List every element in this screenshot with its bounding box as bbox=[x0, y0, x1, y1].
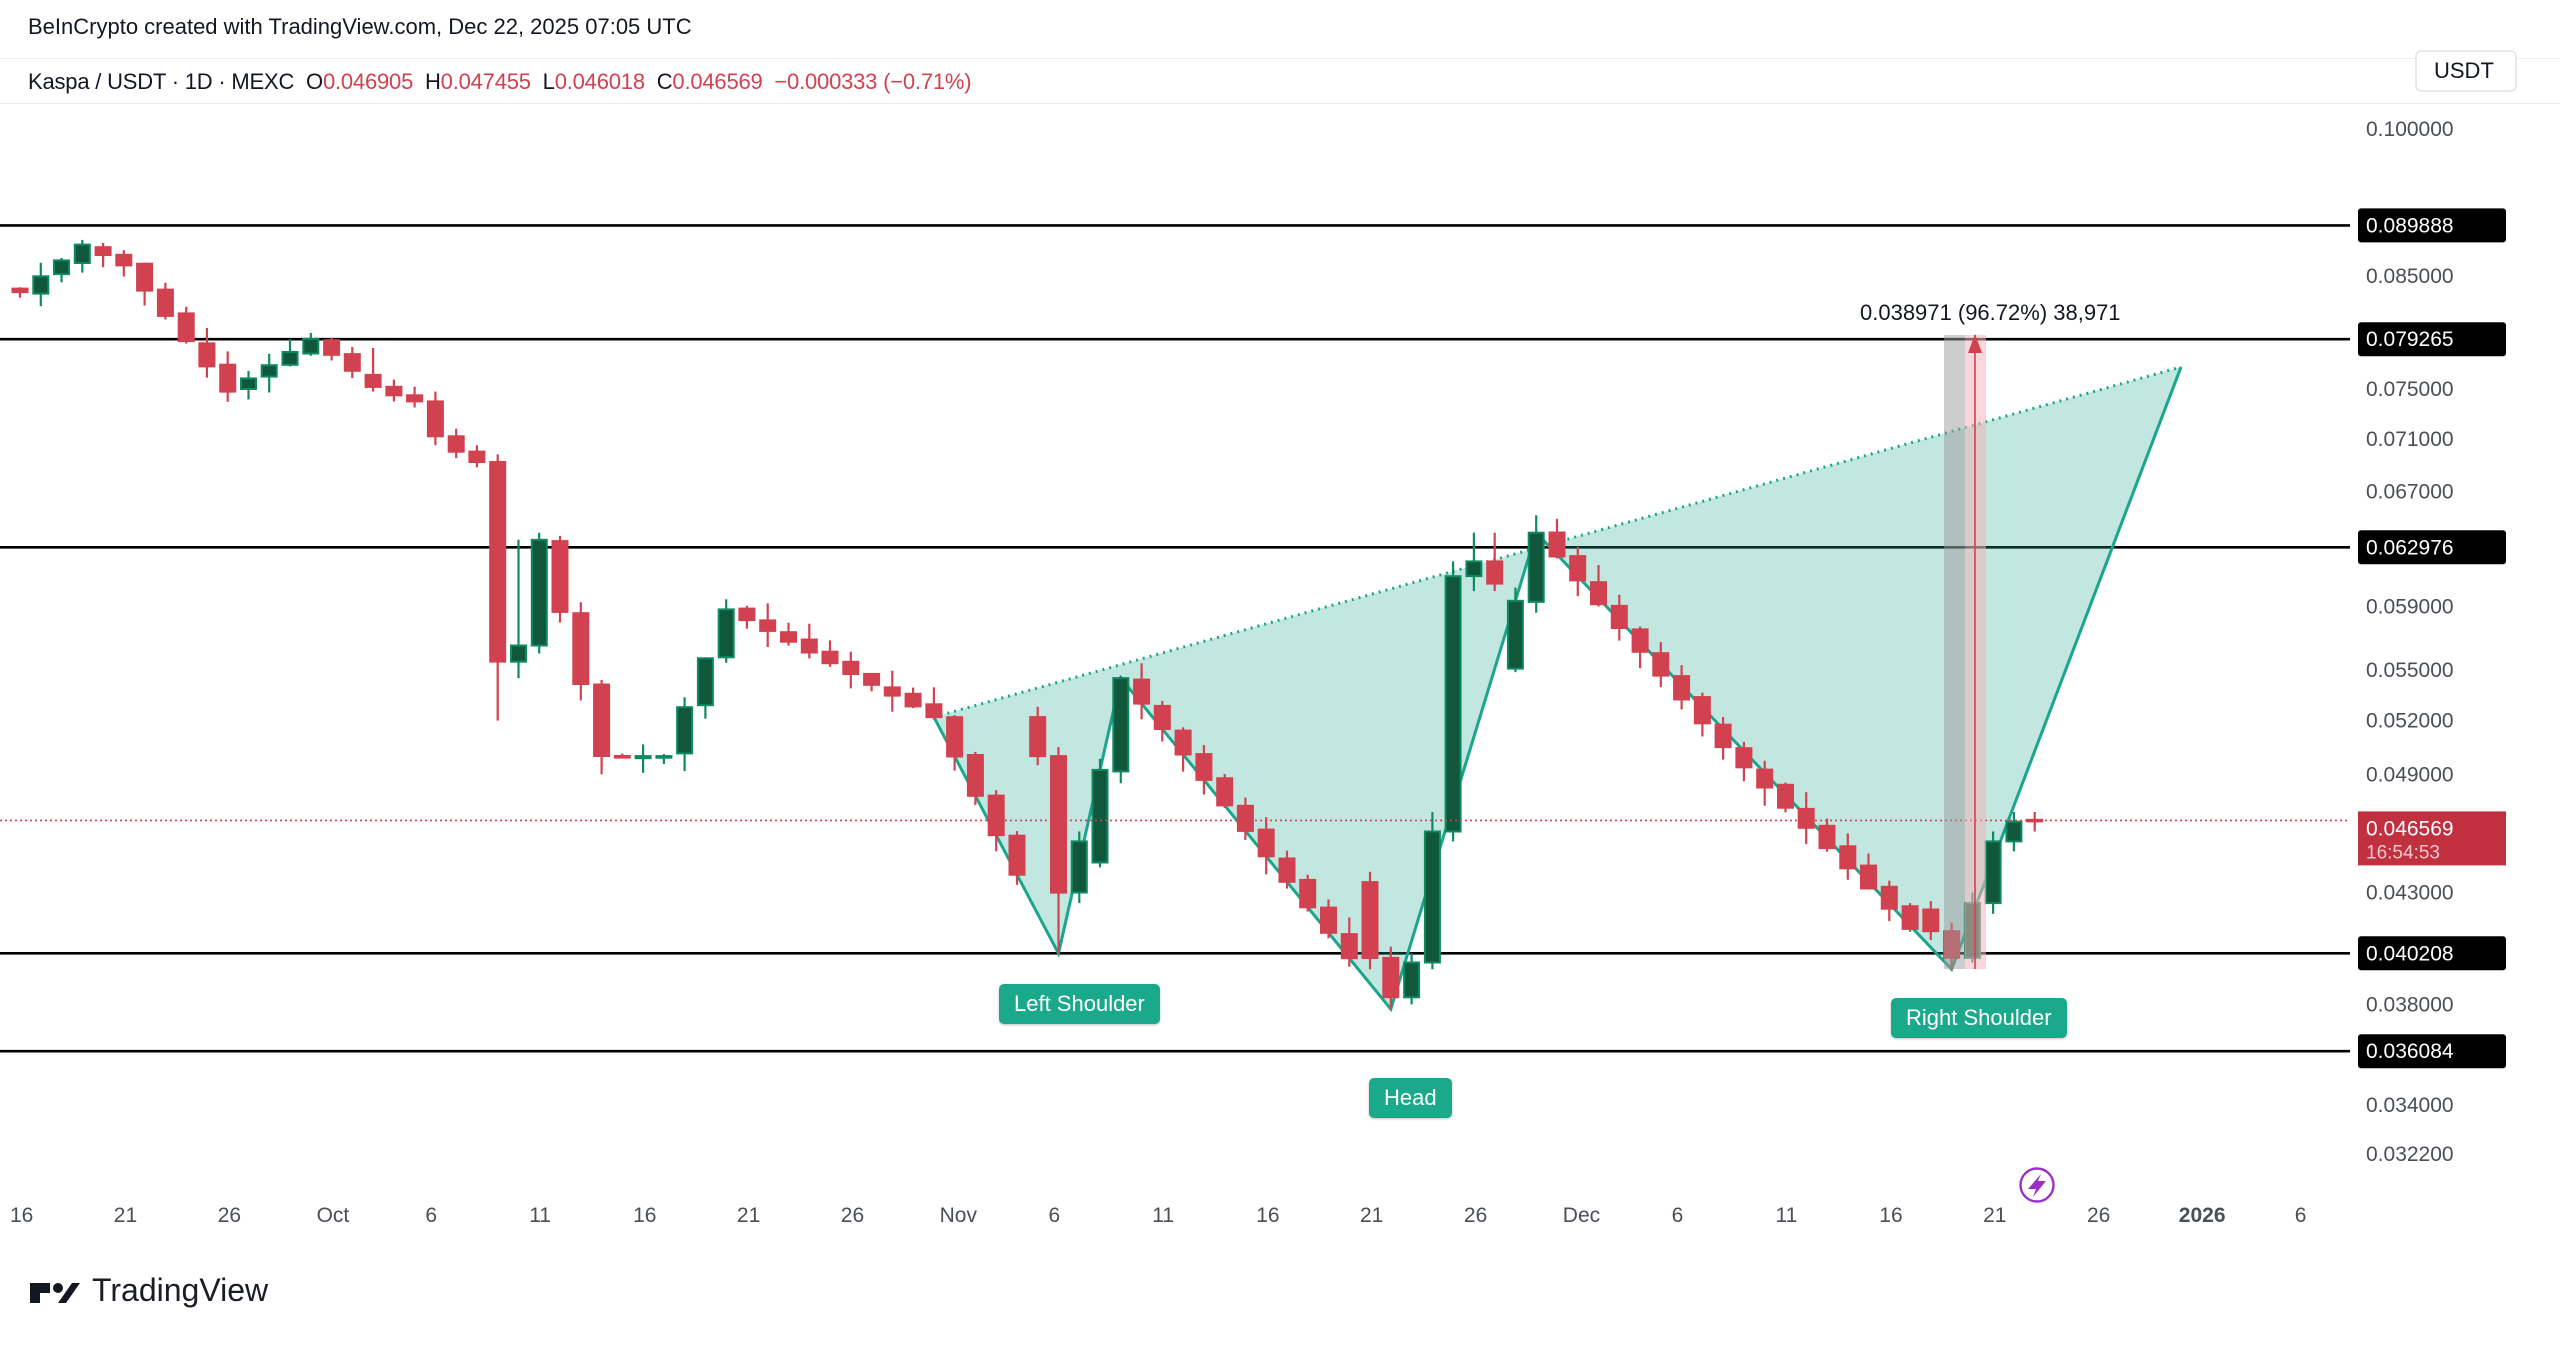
svg-text:0.040208: 0.040208 bbox=[2366, 942, 2454, 965]
svg-text:0.046569: 0.046569 bbox=[2366, 817, 2454, 840]
svg-text:0.036084: 0.036084 bbox=[2366, 1040, 2454, 1063]
svg-text:0.085000: 0.085000 bbox=[2366, 265, 2454, 288]
svg-text:16: 16 bbox=[10, 1204, 33, 1227]
svg-text:0.062976: 0.062976 bbox=[2366, 536, 2454, 559]
svg-text:21: 21 bbox=[737, 1204, 760, 1227]
svg-text:0.052000: 0.052000 bbox=[2366, 710, 2454, 733]
svg-text:Oct: Oct bbox=[317, 1204, 350, 1227]
svg-text:0.100000: 0.100000 bbox=[2366, 118, 2454, 141]
svg-text:6: 6 bbox=[2295, 1204, 2307, 1227]
svg-text:6: 6 bbox=[1672, 1204, 1684, 1227]
svg-text:26: 26 bbox=[2087, 1204, 2110, 1227]
svg-text:0.032200: 0.032200 bbox=[2366, 1143, 2454, 1166]
svg-text:11: 11 bbox=[1776, 1204, 1798, 1227]
svg-text:6: 6 bbox=[1049, 1204, 1061, 1227]
svg-text:0.043000: 0.043000 bbox=[2366, 882, 2454, 905]
svg-text:26: 26 bbox=[841, 1204, 864, 1227]
svg-text:16: 16 bbox=[633, 1204, 656, 1227]
svg-text:0.067000: 0.067000 bbox=[2366, 480, 2454, 503]
svg-text:26: 26 bbox=[1464, 1204, 1487, 1227]
svg-text:16:54:53: 16:54:53 bbox=[2366, 842, 2440, 863]
svg-text:0.049000: 0.049000 bbox=[2366, 763, 2454, 786]
svg-text:0.034000: 0.034000 bbox=[2366, 1094, 2454, 1117]
svg-text:11: 11 bbox=[1152, 1204, 1174, 1227]
svg-text:Dec: Dec bbox=[1563, 1204, 1600, 1227]
svg-text:0.059000: 0.059000 bbox=[2366, 595, 2454, 618]
svg-text:Nov: Nov bbox=[940, 1204, 978, 1227]
svg-text:0.055000: 0.055000 bbox=[2366, 659, 2454, 682]
svg-text:11: 11 bbox=[529, 1204, 551, 1227]
svg-text:6: 6 bbox=[425, 1204, 437, 1227]
svg-text:USDT: USDT bbox=[2434, 58, 2494, 83]
svg-text:0.071000: 0.071000 bbox=[2366, 428, 2454, 451]
svg-text:0.079265: 0.079265 bbox=[2366, 328, 2454, 351]
svg-text:16: 16 bbox=[1256, 1204, 1279, 1227]
svg-text:0.038000: 0.038000 bbox=[2366, 993, 2454, 1016]
svg-text:0.038971 (96.72%) 38,971: 0.038971 (96.72%) 38,971 bbox=[1860, 300, 2121, 325]
svg-text:26: 26 bbox=[218, 1204, 241, 1227]
svg-text:21: 21 bbox=[114, 1204, 137, 1227]
svg-text:2026: 2026 bbox=[2179, 1204, 2226, 1227]
svg-text:0.089888: 0.089888 bbox=[2366, 214, 2454, 237]
svg-text:16: 16 bbox=[1879, 1204, 1902, 1227]
svg-text:21: 21 bbox=[1983, 1204, 2006, 1227]
svg-text:0.075000: 0.075000 bbox=[2366, 378, 2454, 401]
svg-text:21: 21 bbox=[1360, 1204, 1383, 1227]
